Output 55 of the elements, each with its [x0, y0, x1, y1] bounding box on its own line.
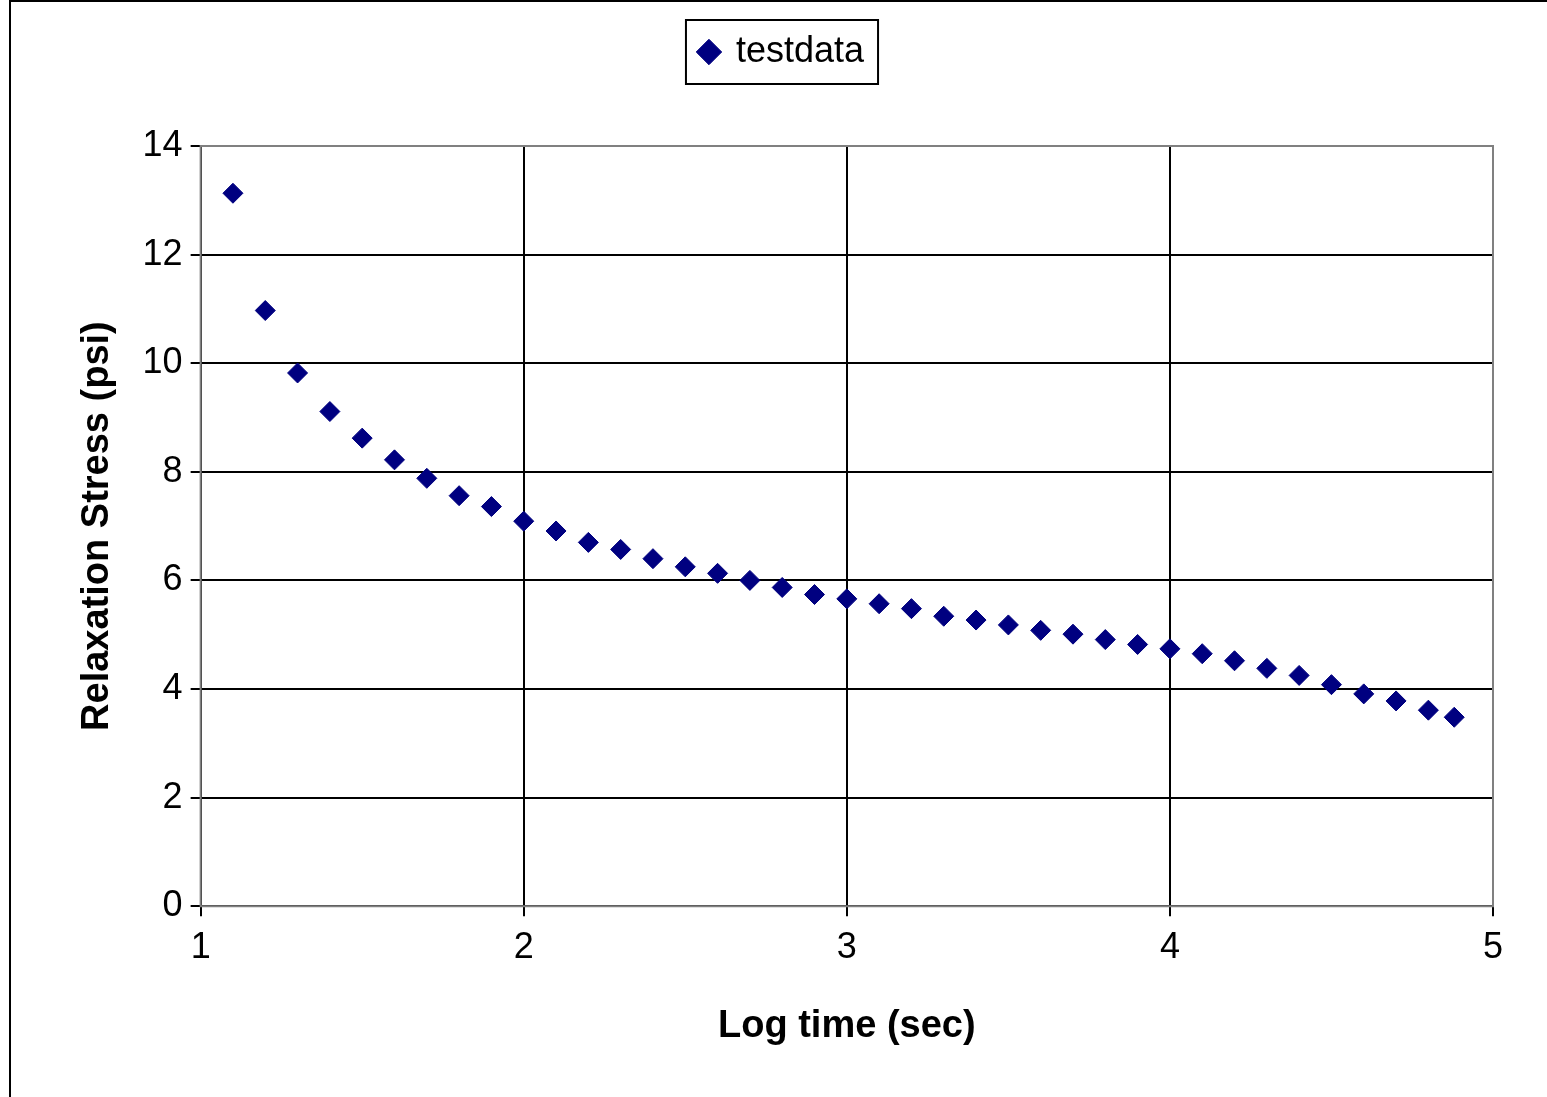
point: [1256, 657, 1278, 679]
y-tick-label: 0: [162, 883, 183, 925]
point: [1353, 683, 1375, 705]
point: [1159, 638, 1181, 660]
point: [771, 576, 793, 598]
point: [1224, 650, 1246, 672]
y-tick-label: 8: [162, 448, 183, 490]
point: [933, 605, 955, 627]
point: [900, 598, 922, 620]
y-tick-label: 14: [142, 122, 183, 164]
point: [351, 427, 373, 449]
y-tick-label: 4: [162, 665, 183, 707]
x-tick-label: 2: [513, 924, 534, 966]
point: [1320, 674, 1342, 696]
y-axis-title: Relaxation Stress (psi): [74, 321, 117, 731]
point: [1288, 664, 1310, 686]
point: [577, 531, 599, 553]
point: [1385, 690, 1407, 712]
point: [707, 562, 729, 584]
point: [674, 556, 696, 578]
point: [1062, 623, 1084, 645]
point: [997, 614, 1019, 636]
point: [254, 300, 276, 322]
y-tick-label: 2: [162, 774, 183, 816]
x-tick-label: 5: [1482, 924, 1504, 966]
point: [1127, 633, 1149, 655]
point: [319, 401, 341, 423]
point: [416, 467, 438, 489]
point: [836, 588, 858, 610]
point: [1443, 706, 1465, 728]
point: [868, 593, 890, 615]
point: [804, 584, 826, 606]
point: [739, 569, 761, 591]
point: [1030, 619, 1052, 641]
point: [1191, 643, 1213, 665]
point: [513, 510, 535, 532]
x-tick-label: 1: [190, 924, 211, 966]
y-tick-label: 12: [142, 231, 183, 273]
point: [384, 449, 405, 471]
legend-label: testdata: [735, 28, 866, 70]
point: [965, 609, 987, 631]
point: [480, 496, 502, 518]
point: [1417, 699, 1439, 721]
x-axis-title: Log time (sec): [718, 1002, 976, 1045]
point: [1094, 629, 1116, 651]
y-tick-label: 6: [162, 557, 183, 599]
point: [642, 548, 664, 570]
point: [222, 182, 244, 204]
point: [287, 362, 309, 384]
y-tick-label: 10: [142, 340, 183, 382]
x-tick-label: 4: [1159, 924, 1180, 966]
point: [448, 485, 470, 507]
point: [610, 538, 632, 560]
point: [545, 520, 567, 542]
x-tick-label: 3: [836, 924, 857, 966]
